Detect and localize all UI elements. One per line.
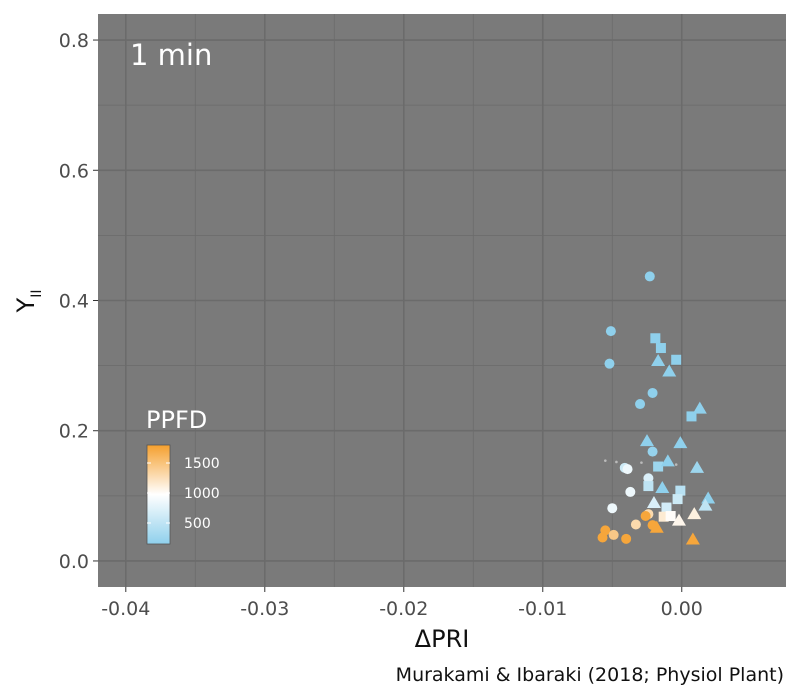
data-point-circle xyxy=(644,271,655,282)
legend-colorbar xyxy=(146,444,171,545)
x-tick-label: -0.04 xyxy=(101,598,150,620)
data-point-square xyxy=(672,494,683,505)
panel-label: 1 min xyxy=(130,38,212,72)
data-point-triangle xyxy=(692,401,707,414)
data-point-square xyxy=(671,354,682,365)
data-point-square xyxy=(661,502,672,513)
data-point-triangle xyxy=(698,498,713,511)
legend-ticks: 500 1000 1500 xyxy=(147,456,220,532)
data-point-tiny xyxy=(615,460,618,464)
data-point-triangle xyxy=(671,513,686,526)
data-point-triangle xyxy=(649,520,664,533)
data-point-square xyxy=(665,511,676,522)
legend: PPFD 500 1000 1500 xyxy=(146,406,220,545)
data-point-tiny xyxy=(604,459,607,462)
data-point-square xyxy=(643,481,654,492)
svg-text:YII: YII xyxy=(12,290,45,314)
x-axis-title: ΔPRI xyxy=(415,625,470,653)
x-tick-label: 0.00 xyxy=(661,598,703,620)
data-point-circle xyxy=(647,387,658,398)
data-point-circle xyxy=(622,464,633,475)
data-point-square xyxy=(650,333,661,344)
legend-tick-label: 1500 xyxy=(184,456,220,472)
data-point-triangle xyxy=(687,507,702,520)
legend-tick-label: 1000 xyxy=(184,486,220,502)
data-points xyxy=(597,271,716,545)
data-point-square xyxy=(658,511,669,522)
data-point-circle xyxy=(604,358,615,369)
y-axis-title: YII xyxy=(12,290,45,314)
y-tick-label: 0.4 xyxy=(59,291,89,313)
data-point-triangle xyxy=(640,434,655,447)
data-point-tiny xyxy=(674,463,678,466)
x-axis-ticks: -0.04 -0.03 -0.02 -0.01 0.00 xyxy=(101,587,703,620)
data-point-circle xyxy=(643,473,654,484)
legend-tick-label: 500 xyxy=(184,516,211,532)
data-point-triangle xyxy=(655,481,670,494)
legend-title: PPFD xyxy=(146,406,207,434)
x-tick-label: -0.02 xyxy=(379,598,428,620)
y-axis-ticks: 0.0 0.2 0.4 0.6 0.8 xyxy=(59,30,98,573)
data-point-circle xyxy=(621,533,632,544)
data-point-square xyxy=(655,343,666,354)
data-point-circle xyxy=(647,446,658,457)
data-point-triangle xyxy=(685,532,700,545)
caption: Murakami & Ibaraki (2018; Physiol Plant) xyxy=(396,664,784,686)
y-axis-title-subscript: II xyxy=(29,290,45,298)
y-tick-label: 0.6 xyxy=(59,160,89,182)
grid-major xyxy=(98,14,786,587)
data-point-triangle xyxy=(690,460,705,473)
data-point-circle xyxy=(597,532,608,543)
data-point-triangle xyxy=(651,354,666,367)
data-point-circle xyxy=(630,519,641,530)
data-point-triangle xyxy=(673,436,688,449)
x-tick-label: -0.01 xyxy=(518,598,567,620)
data-point-triangle xyxy=(660,454,675,467)
data-point-circle xyxy=(608,529,619,540)
data-point-triangle xyxy=(646,496,661,509)
data-point-circle xyxy=(605,326,616,337)
data-point-square xyxy=(686,411,697,422)
y-tick-label: 0.8 xyxy=(59,30,89,52)
data-point-square xyxy=(675,485,686,496)
data-point-circle xyxy=(607,503,618,514)
y-tick-label: 0.0 xyxy=(59,551,89,573)
data-point-circle xyxy=(640,511,651,522)
data-point-triangle xyxy=(662,364,677,377)
data-point-tiny xyxy=(640,461,643,464)
data-point-circle xyxy=(635,399,646,410)
y-axis-title-main: Y xyxy=(12,297,40,313)
data-point-square xyxy=(653,461,664,472)
x-tick-label: -0.03 xyxy=(240,598,289,620)
y-tick-label: 0.2 xyxy=(59,421,89,443)
data-point-circle xyxy=(625,486,636,497)
